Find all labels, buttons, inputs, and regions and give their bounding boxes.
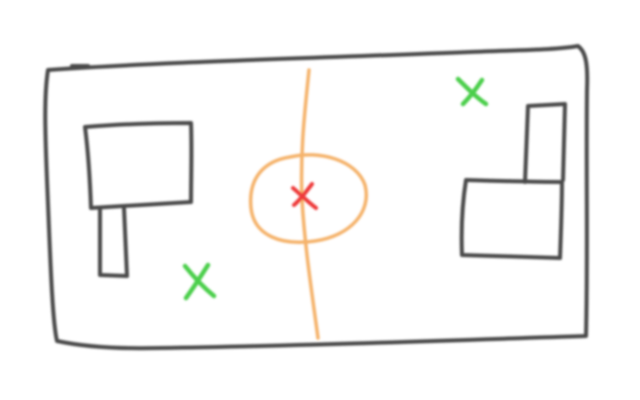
- green-x-mark-left: [182, 262, 217, 301]
- right-goal-box: [459, 178, 564, 260]
- center-circle: [248, 153, 368, 244]
- left-goal-post: [98, 206, 129, 278]
- right-goal-post: [523, 102, 567, 184]
- center-line: [299, 68, 320, 340]
- center-spot-mark: [291, 182, 318, 210]
- pitch-outline: [43, 44, 590, 351]
- green-x-mark-right: [455, 76, 489, 107]
- left-goal-box: [83, 121, 194, 210]
